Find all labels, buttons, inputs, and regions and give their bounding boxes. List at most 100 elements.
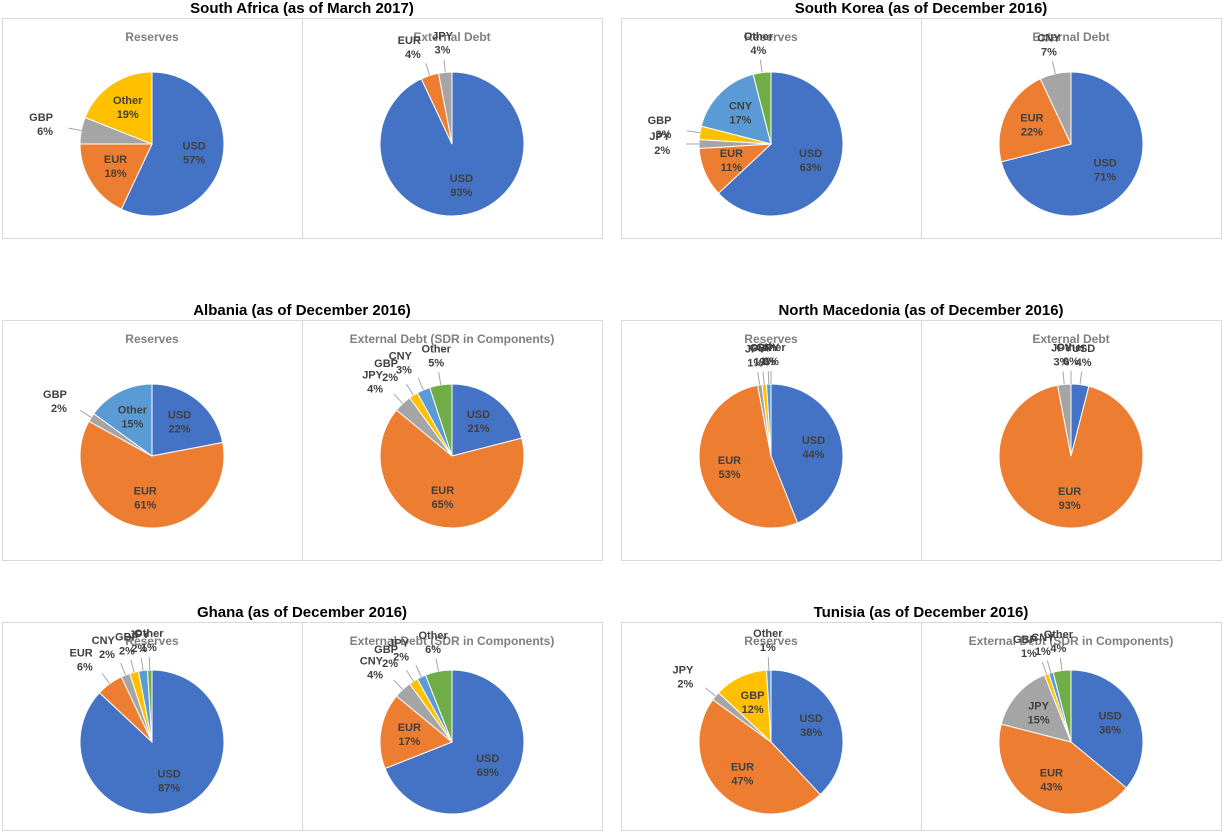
leader-line <box>1051 60 1056 74</box>
chart-title: Reserves <box>125 634 179 648</box>
slice-category: JPY <box>432 31 453 43</box>
slice-category: JPY <box>673 665 694 677</box>
slice-category: Other <box>744 31 774 43</box>
slice-value-label: 0% <box>763 356 779 368</box>
slice-category: CNY <box>756 342 780 354</box>
leader-line <box>68 127 82 131</box>
leader-line <box>687 130 700 134</box>
panel-title: South Korea (as of December 2016) <box>795 0 1048 17</box>
leader-line <box>705 687 716 697</box>
panel-title: Tunisia (as of December 2016) <box>814 604 1029 621</box>
leader-line <box>762 371 765 385</box>
pie-slice <box>379 409 525 529</box>
slice-category: EUR <box>431 485 454 497</box>
slice-category: EUR <box>134 486 157 498</box>
leader-line <box>79 410 92 418</box>
slice-category: Other <box>113 95 143 107</box>
slice-value-label: 38% <box>800 727 822 739</box>
slice-category: USD <box>1072 343 1095 355</box>
slice-value-label: 5% <box>428 357 444 369</box>
slice-category: JPY <box>1028 700 1049 712</box>
slice-value-label: 2% <box>382 372 398 384</box>
pie-slice <box>384 669 525 815</box>
slice-category: EUR <box>1058 486 1081 498</box>
slice-value-label: 2% <box>382 658 398 670</box>
slice-value-label: 1% <box>1035 646 1051 658</box>
pie-slice <box>700 73 772 145</box>
slice-category: USD <box>1094 157 1117 169</box>
slice-value-label: 0% <box>1063 356 1079 368</box>
slice-value-label: 61% <box>134 500 156 512</box>
chart-frame <box>302 320 603 561</box>
slice-category: EUR <box>1020 113 1043 125</box>
slice-category: USD <box>1098 711 1121 723</box>
chart-frame <box>921 320 1222 561</box>
leader-line <box>415 664 422 678</box>
slice-value-label: 4% <box>367 669 383 681</box>
panel-title: South Africa (as of March 2017) <box>190 0 414 17</box>
slice-category: JPY <box>1051 343 1072 355</box>
leader-line <box>393 679 404 690</box>
slice-value-label: 87% <box>158 783 180 795</box>
slice-category: EUR <box>70 647 93 659</box>
slice-category: Other <box>756 342 786 354</box>
slice-category: GBP <box>29 112 53 124</box>
leader-line <box>1079 371 1083 385</box>
slice-category: USD <box>802 435 825 447</box>
slice-category: Other <box>118 404 148 416</box>
pie-slice <box>698 384 799 529</box>
chart-title: Reserves <box>744 634 798 648</box>
leader-line <box>443 59 446 73</box>
leader-line <box>1041 661 1048 675</box>
slice-category: GBP <box>741 690 765 702</box>
chart-frame <box>302 622 603 831</box>
chart-title: Reserves <box>125 332 179 346</box>
slice-category: GBP <box>115 631 139 643</box>
chart-title: External Debt <box>413 30 490 44</box>
slice-category: Other <box>753 628 783 640</box>
pie-slice <box>998 723 1128 815</box>
slice-value-label: 3% <box>656 129 672 141</box>
pie-slice <box>1070 669 1144 789</box>
slice-value-label: 44% <box>802 449 824 461</box>
pie-slice <box>1039 71 1072 145</box>
slice-category: CNY <box>1037 33 1061 45</box>
slice-value-label: 3% <box>435 45 451 57</box>
slice-value-label: 22% <box>169 424 191 436</box>
slice-value-label: 36% <box>1099 725 1121 737</box>
slice-category: EUR <box>718 455 741 467</box>
slice-value-label: 4% <box>367 383 383 395</box>
slice-value-label: 6% <box>425 644 441 656</box>
slice-value-label: 2% <box>131 643 147 655</box>
pie-slice <box>451 383 523 457</box>
pie-slice <box>770 669 844 796</box>
slice-category: CNY <box>360 655 384 667</box>
pie-slice <box>79 143 153 210</box>
slice-category: USD <box>450 173 473 185</box>
pie-slice <box>84 71 153 145</box>
chart-title: Reserves <box>125 30 179 44</box>
slice-value-label: 1% <box>141 642 157 654</box>
leader-line <box>406 383 414 396</box>
slice-value-label: 93% <box>450 187 472 199</box>
slice-value-label: 7% <box>1041 47 1057 59</box>
chart-title: Reserves <box>744 332 798 346</box>
slice-value-label: 63% <box>800 162 822 174</box>
slice-value-label: 2% <box>51 403 67 415</box>
slice-category: EUR <box>720 148 743 160</box>
pie-slice <box>429 383 453 457</box>
slice-value-label: 1% <box>747 357 763 369</box>
leader-line <box>757 372 761 385</box>
slice-category: Other <box>1056 342 1086 354</box>
slice-category: JPY <box>362 369 383 381</box>
slice-value-label: 43% <box>1040 781 1062 793</box>
slice-value-label: 17% <box>729 114 751 126</box>
slice-value-label: 15% <box>121 418 143 430</box>
slice-value-label: 2% <box>393 652 409 664</box>
pie-slice <box>998 78 1072 163</box>
slice-value-label: 3% <box>396 364 412 376</box>
leader-line <box>406 669 414 682</box>
slice-value-label: 53% <box>718 469 740 481</box>
chart-title: External Debt (SDR in Components) <box>350 634 555 648</box>
